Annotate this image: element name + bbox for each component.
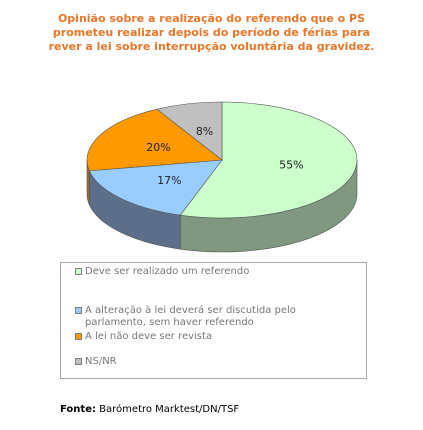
legend-item-nao-revista: A lei não deve ser revista (75, 331, 360, 343)
pie-top-group (86, 101, 358, 219)
legend-swatch-nsnr (75, 358, 82, 365)
source-note: Fonte: Barómetro Marktest/DN/TSF (60, 404, 239, 415)
source-text: Barómetro Marktest/DN/TSF (99, 404, 240, 415)
legend-label-nao-revista: A lei não deve ser revista (85, 331, 213, 342)
pie-label-a-altera-o-lei-dever-ser: 17% (157, 174, 181, 187)
pie-slice-a-altera-o-lei-dever-ser (88, 159, 223, 216)
pie-label-a-lei-n-o-deve-ser-revis: 20% (146, 141, 170, 154)
legend-swatch-parlamento (75, 307, 82, 314)
pie-chart: 55% 17% 20% 8% (86, 101, 358, 253)
legend-item-referendo: Deve ser realizado um referendo (75, 266, 360, 278)
legend-item-nsnr: NS/NR (75, 356, 360, 368)
chart-legend: Deve ser realizado um referendo A altera… (60, 262, 367, 379)
pie-label-ns-nr: 8% (196, 125, 213, 138)
chart-title-line-3: rever a lei sobre interrupção voluntária… (48, 40, 375, 53)
chart-title-line-1: Opinião sobre a realização do referendo … (57, 12, 366, 25)
pie-slice-a-lei-n-o-deve-ser-revis (86, 108, 223, 172)
pie-label-deve-ser-realizado-um-re: 55% (279, 159, 303, 172)
legend-label-parlamento: A alteração à lei deverá ser discutida p… (85, 305, 296, 328)
legend-swatch-referendo (75, 268, 82, 275)
pie-slice-deve-ser-realizado-um-re (179, 101, 358, 219)
legend-item-parlamento: A alteração à lei deverá ser discutida p… (75, 305, 360, 329)
chart-title: Opinião sobre a realização do referendo … (0, 12, 423, 54)
pie-slice-ns-nr (156, 101, 223, 161)
legend-label-nsnr: NS/NR (85, 356, 117, 367)
source-label: Fonte: (60, 404, 96, 415)
pie-label-group: 55% 17% 20% 8% (146, 125, 303, 187)
legend-label-referendo: Deve ser realizado um referendo (85, 266, 250, 277)
legend-swatch-nao-revista (75, 333, 82, 340)
chart-title-line-2: prometeu realizar depois do período de f… (52, 26, 371, 39)
